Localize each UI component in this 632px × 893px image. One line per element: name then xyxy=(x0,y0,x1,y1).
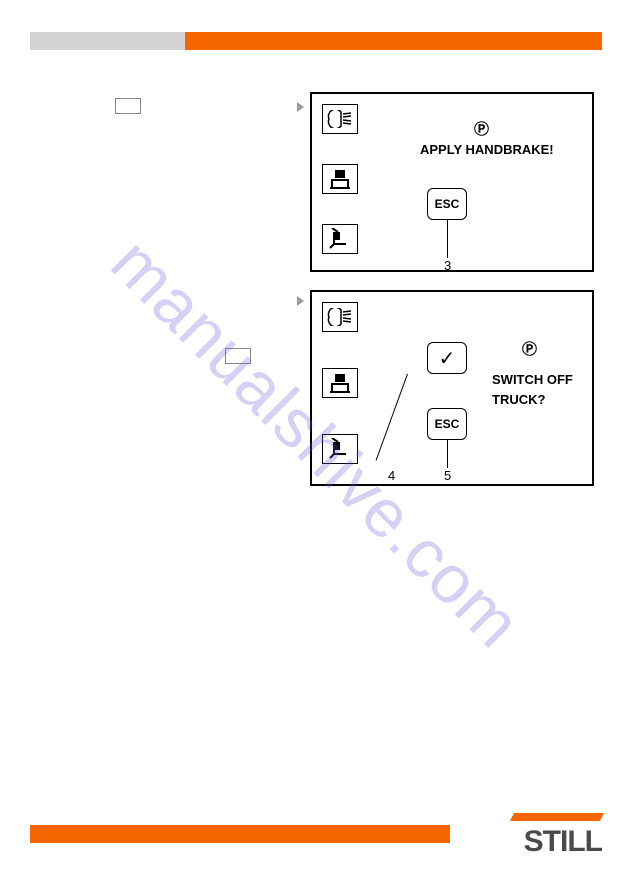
header-bar xyxy=(30,32,602,50)
ref-box-1 xyxy=(115,98,141,114)
headlight-icon xyxy=(322,104,358,134)
display-panel-1: Ⓟ APPLY HANDBRAKE! ESC 3 xyxy=(310,92,594,272)
panel1-message: APPLY HANDBRAKE! xyxy=(420,142,554,157)
esc-button[interactable]: ESC xyxy=(427,408,467,440)
still-logo: STILL xyxy=(524,825,602,859)
headlight-icon xyxy=(322,302,358,332)
panel2-line2: TRUCK? xyxy=(492,392,545,407)
esc-label: ESC xyxy=(435,197,460,211)
check-icon: ✓ xyxy=(439,346,456,371)
seat-icon xyxy=(322,224,358,254)
ref-box-2 xyxy=(225,348,251,364)
parking-icon: Ⓟ xyxy=(474,118,489,139)
callout-4: 4 xyxy=(388,468,395,483)
triangle-marker-1 xyxy=(297,102,304,112)
triangle-marker-2 xyxy=(297,296,304,306)
esc-button[interactable]: ESC xyxy=(427,188,467,220)
display-panel-2: Ⓟ ✓ SWITCH OFF TRUCK? ESC 4 5 xyxy=(310,290,594,486)
callout-3: 3 xyxy=(444,258,451,273)
footer-accent xyxy=(510,813,604,821)
parking-icon: Ⓟ xyxy=(522,338,537,359)
seat-icon xyxy=(322,434,358,464)
header-orange xyxy=(185,32,602,50)
callout-line-4 xyxy=(376,374,408,461)
footer-bar xyxy=(30,825,450,843)
header-gray xyxy=(30,32,185,50)
esc-label: ESC xyxy=(435,417,460,431)
load-icon xyxy=(322,368,358,398)
callout-line-5 xyxy=(447,440,448,468)
confirm-button[interactable]: ✓ xyxy=(427,342,467,374)
load-icon xyxy=(322,164,358,194)
callout-5: 5 xyxy=(444,468,451,483)
panel2-line1: SWITCH OFF xyxy=(492,372,573,387)
callout-line-3 xyxy=(447,220,448,258)
